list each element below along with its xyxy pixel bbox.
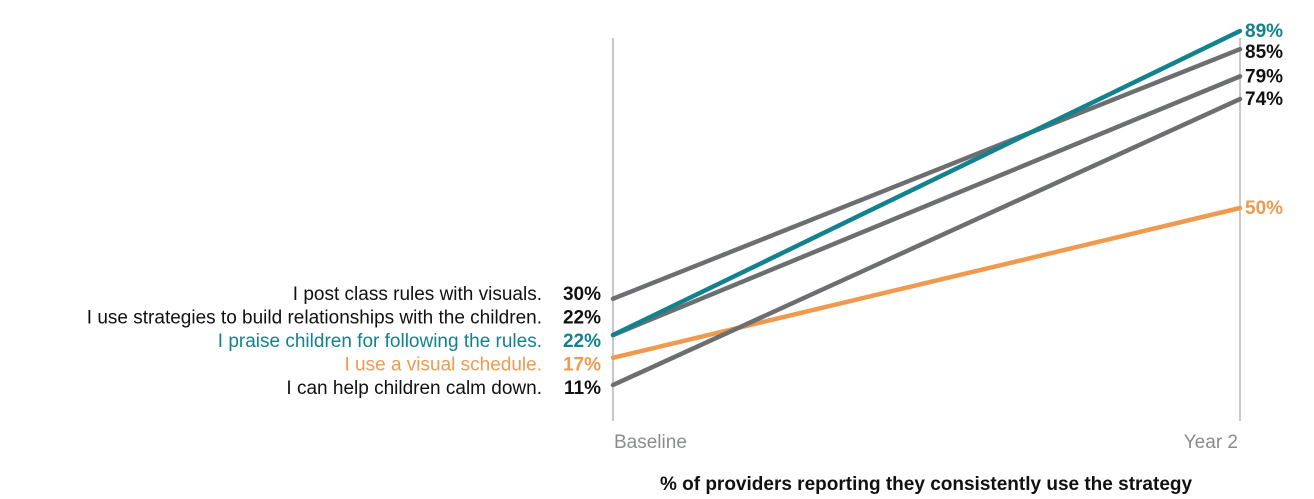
- series-line-1: [610, 74, 1243, 338]
- year2-value-label-1: 79%: [1245, 66, 1283, 87]
- year2-value-label-3: 50%: [1245, 198, 1283, 219]
- x-axis-label: % of providers reporting they consistent…: [660, 474, 1193, 495]
- year2-value-label-4: 74%: [1245, 89, 1283, 110]
- series-label-0: I post class rules with visuals.: [293, 284, 542, 305]
- series-line-2: [610, 28, 1243, 338]
- x-tick-year2: Year 2: [1184, 432, 1238, 453]
- baseline-value-label-2: 22%: [563, 331, 601, 352]
- baseline-value-label-3: 17%: [563, 355, 601, 376]
- series-label-4: I can help children calm down.: [286, 378, 542, 399]
- series-layer: [610, 28, 1243, 388]
- series-label-3: I use a visual schedule.: [344, 355, 542, 376]
- series-line-4: [610, 96, 1243, 388]
- series-label-1: I use strategies to build relationships …: [87, 308, 542, 329]
- year2-value-label-2: 89%: [1245, 21, 1283, 42]
- x-tick-baseline: Baseline: [614, 432, 687, 453]
- year2-value-label-0: 85%: [1245, 42, 1283, 63]
- label-layer: 30% I post class rules with visuals. 22% I …: [87, 21, 1283, 399]
- baseline-value-label-0: 30%: [563, 284, 601, 305]
- series-label-2: I praise children for following the rule…: [218, 331, 542, 352]
- baseline-value-label-4: 11%: [564, 378, 601, 399]
- baseline-value-label-1: 22%: [563, 308, 601, 329]
- series-line-0: [610, 46, 1243, 302]
- series-line-3: [610, 205, 1243, 361]
